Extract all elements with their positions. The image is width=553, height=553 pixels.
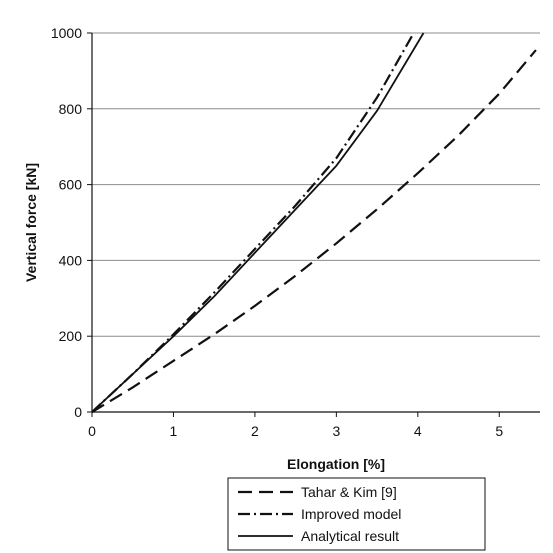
y-tick-label-400: 400 [59,252,83,268]
x-tick-label-2: 2 [251,423,259,439]
x-tick-label-4: 4 [414,423,422,439]
x-tick-label-3: 3 [332,423,340,439]
gridlines [92,32,540,337]
legend-label-0: Tahar & Kim [9] [301,484,397,500]
x-tick-label-1: 1 [170,423,178,439]
y-tick-label-1000: 1000 [51,25,82,41]
x-tick-label-5: 5 [495,423,503,439]
legend-label-2: Analytical result [301,528,399,544]
y-tick-label-800: 800 [59,101,83,117]
x-axis-title: Elongation [%] [287,456,385,472]
legend-items: Tahar & Kim [9] Improved model Analytical … [238,484,401,544]
y-axis-title: Vertical force [kN] [23,163,39,282]
y-tick-label-200: 200 [59,328,83,344]
series-lines [91,32,537,413]
series-line-2 [91,32,425,413]
tick-labels: 0 200 400 600 800 1000 0 1 2 3 4 5 [51,25,504,439]
x-tick-label-0: 0 [88,423,96,439]
y-tick-label-600: 600 [59,177,83,193]
y-tick-label-0: 0 [74,404,82,420]
series-line-0 [91,49,537,413]
axes [91,33,540,413]
legend: Tahar & Kim [9] Improved model Analytical … [227,477,486,551]
series-line-1 [91,32,415,413]
legend-label-1: Improved model [301,506,401,522]
